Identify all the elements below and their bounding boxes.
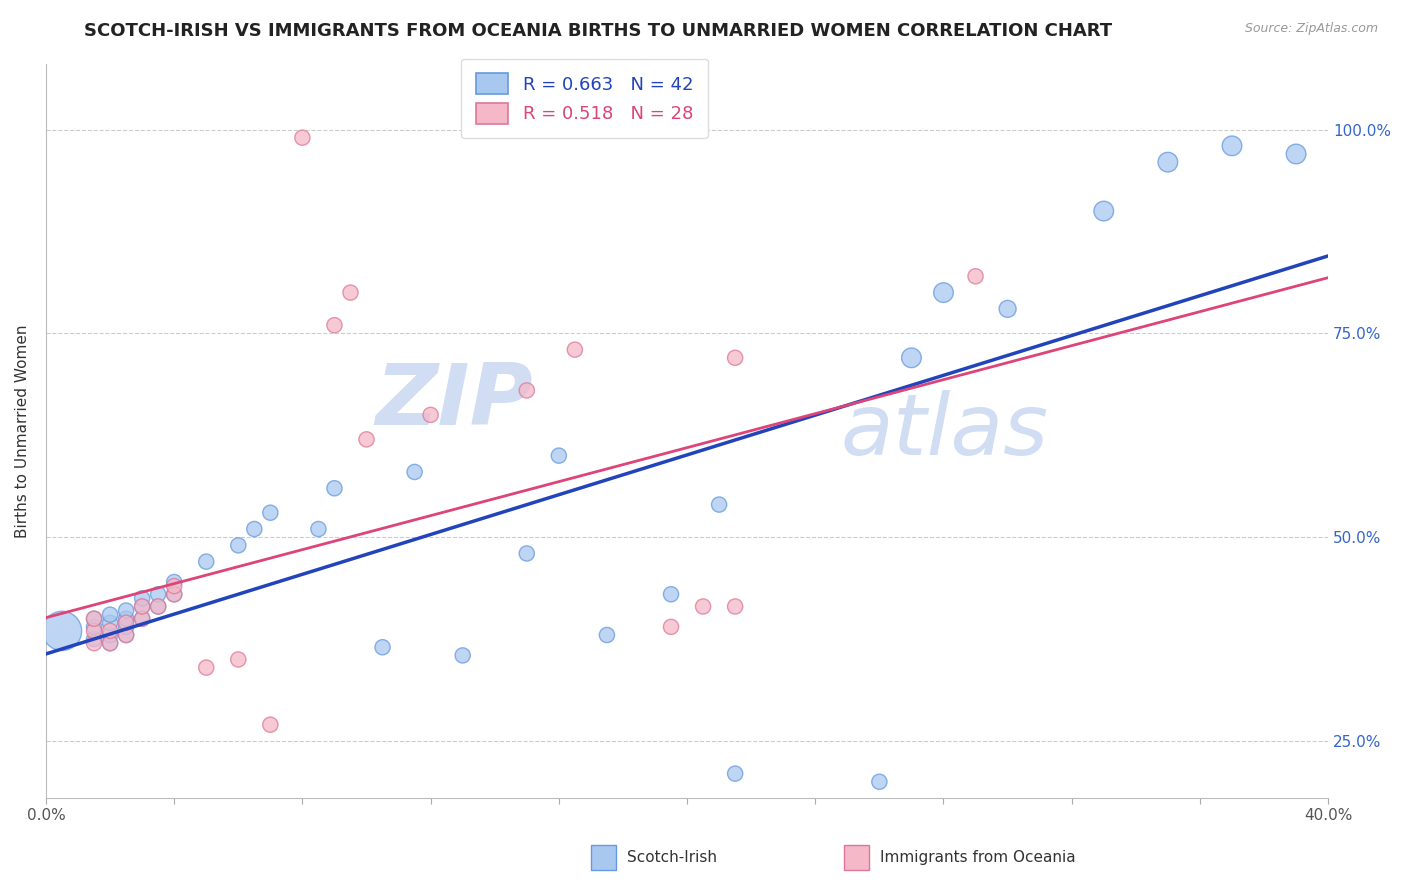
Point [163,587,186,601]
Point [965,269,987,284]
Point [356,433,378,447]
Point [419,408,441,422]
Text: ZIP: ZIP [375,360,533,443]
Point [451,648,474,663]
Point [163,574,186,589]
Point [226,538,249,552]
Point [291,130,314,145]
Point [259,506,281,520]
Point [115,603,138,617]
Point [724,766,747,780]
Point [516,384,538,398]
Point [131,599,153,614]
Point [900,351,922,365]
Point [131,591,153,606]
Point [98,624,121,638]
Point [195,555,218,569]
Point [146,587,169,601]
Point [323,318,346,333]
Point [692,599,714,614]
Point [724,599,747,614]
Point [307,522,329,536]
Point [339,285,361,300]
Point [131,612,153,626]
Point [115,615,138,630]
Point [83,620,105,634]
Point [323,481,346,495]
Point [98,607,121,622]
Point [163,587,186,601]
Text: Scotch-Irish: Scotch-Irish [627,850,717,864]
Point [115,628,138,642]
Point [115,628,138,642]
Point [83,632,105,646]
Point [724,351,747,365]
Point [115,612,138,626]
Point [596,628,619,642]
Text: Immigrants from Oceania: Immigrants from Oceania [880,850,1076,864]
Point [997,301,1019,316]
Point [404,465,426,479]
Point [83,612,105,626]
Point [226,652,249,666]
Point [564,343,586,357]
Point [98,615,121,630]
Point [98,636,121,650]
Point [195,660,218,674]
Point [51,624,73,638]
Point [371,640,394,655]
Point [1157,155,1180,169]
Point [516,546,538,560]
Point [98,628,121,642]
Point [1285,147,1308,161]
Point [131,599,153,614]
Point [932,285,955,300]
Point [484,807,506,822]
Point [131,612,153,626]
Point [146,599,169,614]
Point [868,774,890,789]
Legend: R = 0.663   N = 42, R = 0.518   N = 28: R = 0.663 N = 42, R = 0.518 N = 28 [461,59,707,138]
Point [146,599,169,614]
Point [115,620,138,634]
Point [659,587,682,601]
Text: SCOTCH-IRISH VS IMMIGRANTS FROM OCEANIA BIRTHS TO UNMARRIED WOMEN CORRELATION CH: SCOTCH-IRISH VS IMMIGRANTS FROM OCEANIA … [84,22,1112,40]
Point [243,522,266,536]
Point [83,636,105,650]
Point [659,620,682,634]
Text: Source: ZipAtlas.com: Source: ZipAtlas.com [1244,22,1378,36]
Point [707,498,730,512]
Point [547,449,569,463]
Point [1220,138,1243,153]
Point [163,579,186,593]
Point [1092,204,1115,219]
Text: atlas: atlas [841,390,1049,473]
Point [98,636,121,650]
Point [83,612,105,626]
Point [259,717,281,731]
Y-axis label: Births to Unmarried Women: Births to Unmarried Women [15,325,30,538]
Point [83,624,105,638]
